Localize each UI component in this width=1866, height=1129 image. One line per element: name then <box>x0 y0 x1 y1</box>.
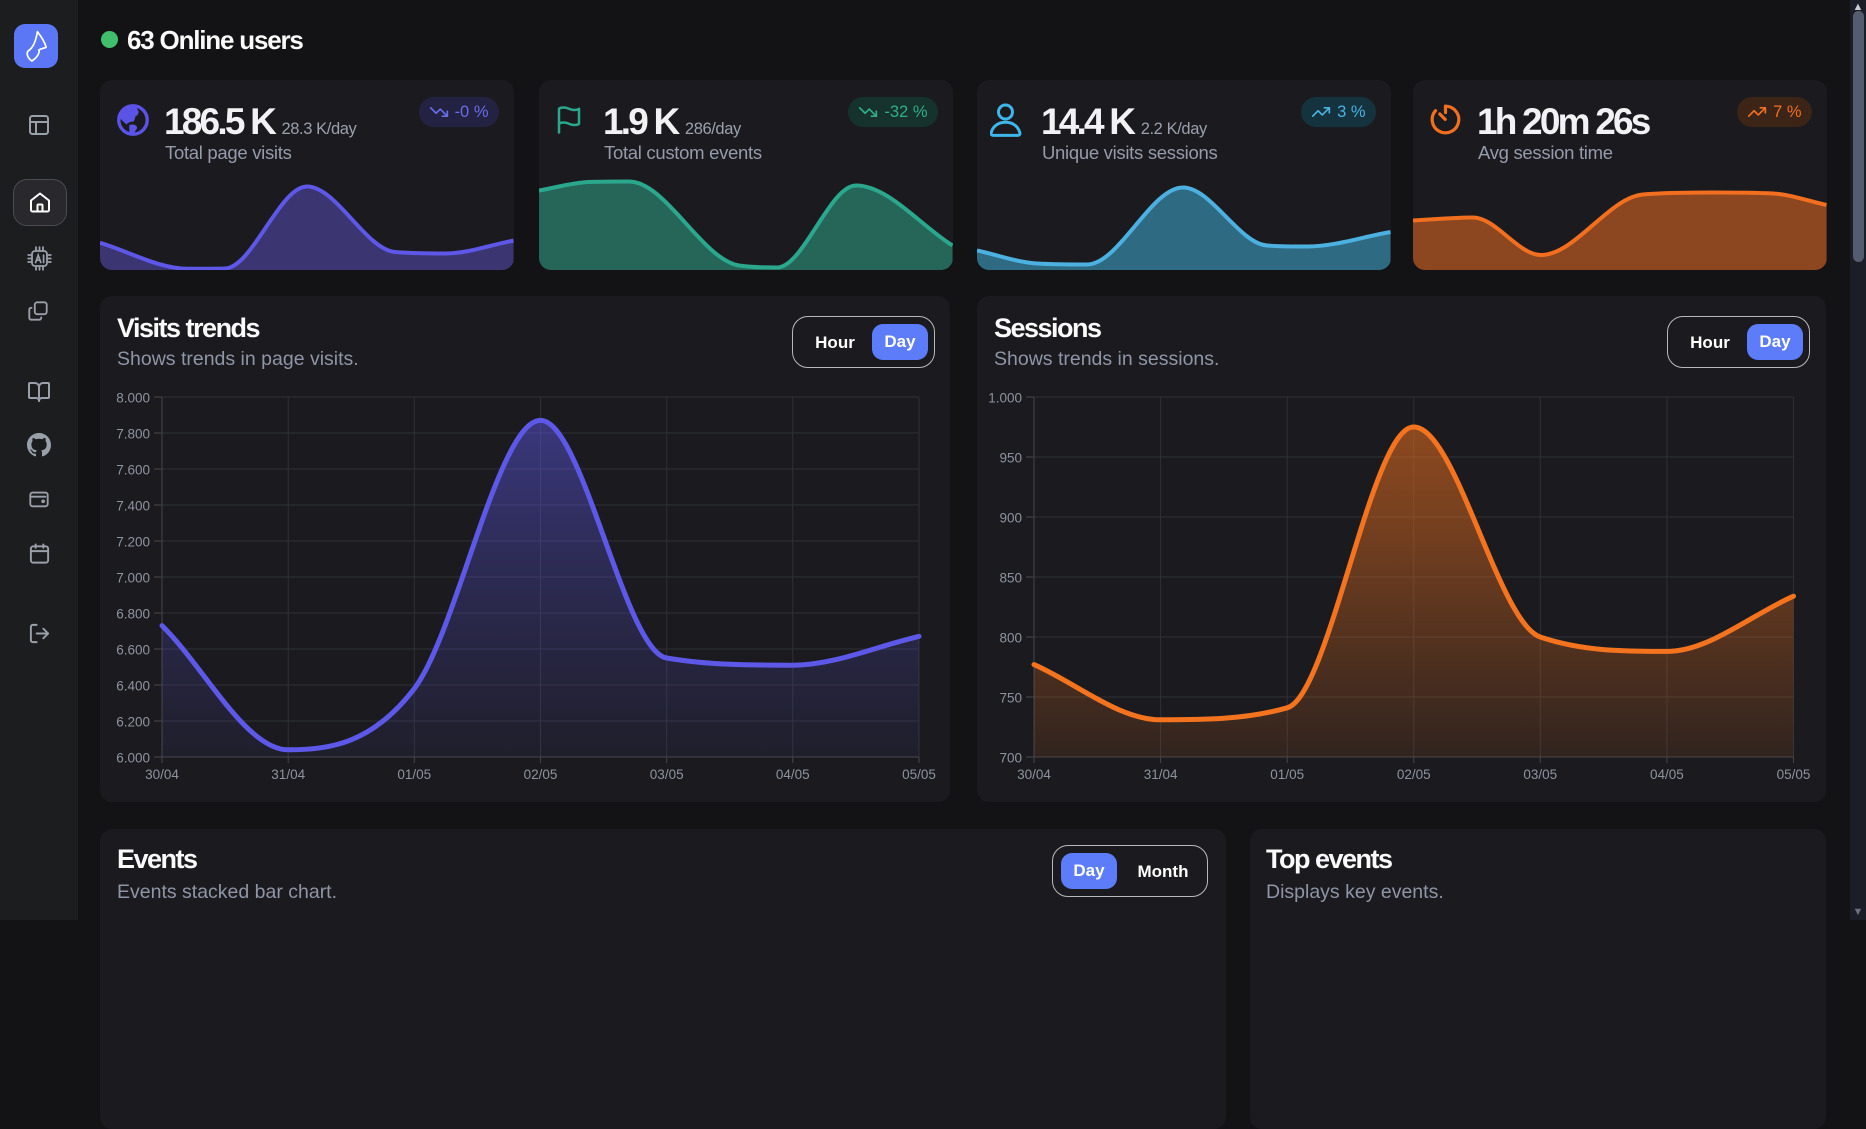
svg-text:6.600: 6.600 <box>116 643 150 658</box>
svg-text:7.400: 7.400 <box>116 499 150 514</box>
svg-text:6.400: 6.400 <box>116 679 150 694</box>
svg-text:05/05: 05/05 <box>902 767 936 782</box>
svg-text:900: 900 <box>999 511 1022 526</box>
svg-text:6.200: 6.200 <box>116 715 150 730</box>
svg-text:31/04: 31/04 <box>271 767 305 782</box>
svg-text:01/05: 01/05 <box>1270 767 1304 782</box>
svg-text:1.000: 1.000 <box>988 391 1022 406</box>
svg-text:31/04: 31/04 <box>1144 767 1178 782</box>
svg-text:30/04: 30/04 <box>1017 767 1051 782</box>
svg-text:6.800: 6.800 <box>116 607 150 622</box>
svg-text:7.800: 7.800 <box>116 427 150 442</box>
svg-text:05/05: 05/05 <box>1777 767 1811 782</box>
svg-text:950: 950 <box>999 451 1022 466</box>
svg-text:04/05: 04/05 <box>1650 767 1684 782</box>
svg-text:01/05: 01/05 <box>397 767 431 782</box>
svg-text:7.000: 7.000 <box>116 571 150 586</box>
svg-text:7.200: 7.200 <box>116 535 150 550</box>
svg-text:7.600: 7.600 <box>116 463 150 478</box>
svg-text:6.000: 6.000 <box>116 751 150 766</box>
svg-text:04/05: 04/05 <box>776 767 810 782</box>
svg-text:03/05: 03/05 <box>1523 767 1557 782</box>
svg-text:02/05: 02/05 <box>1397 767 1431 782</box>
svg-text:03/05: 03/05 <box>650 767 684 782</box>
svg-text:800: 800 <box>999 631 1022 646</box>
svg-text:8.000: 8.000 <box>116 391 150 406</box>
svg-text:700: 700 <box>999 751 1022 766</box>
svg-text:750: 750 <box>999 691 1022 706</box>
svg-text:30/04: 30/04 <box>145 767 179 782</box>
svg-text:02/05: 02/05 <box>524 767 558 782</box>
svg-text:850: 850 <box>999 571 1022 586</box>
